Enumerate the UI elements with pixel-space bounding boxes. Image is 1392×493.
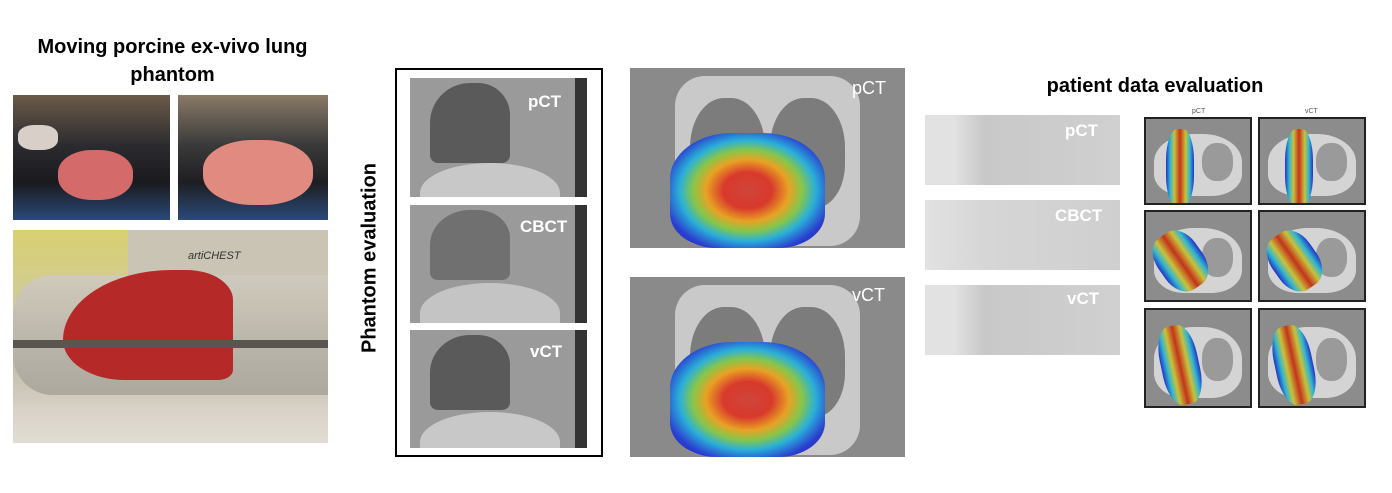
label-pct: pCT xyxy=(528,92,562,111)
label-dose-pct: pCT xyxy=(852,78,887,98)
dose-grid-cell xyxy=(1144,117,1252,205)
grid-header-vct: vCT xyxy=(1305,108,1318,115)
label-patient-pct: pCT xyxy=(1065,121,1099,140)
dose-map-vct: vCT xyxy=(630,277,905,457)
phantom-ct-cbct: CBCT xyxy=(410,205,587,323)
lung-photo-inflated xyxy=(178,95,328,220)
patient-title: patient data evaluation xyxy=(1046,75,1264,97)
phantom-ct-box xyxy=(395,68,603,457)
grid-header-pct: pCT xyxy=(1192,108,1206,115)
phantom-ct-pct: pCT xyxy=(410,78,587,197)
dose-grid-cell xyxy=(1144,308,1252,408)
label-patient-vct: vCT xyxy=(1067,289,1100,308)
patient-ct-vct: vCT xyxy=(925,285,1120,355)
dose-grid-cell xyxy=(1144,210,1252,302)
label-patient-cbct: CBCT xyxy=(1055,206,1103,225)
label-vct: vCT xyxy=(530,342,563,361)
dose-grid-cell xyxy=(1258,210,1366,302)
phantom-evaluation-label: Phantom evaluation xyxy=(358,162,381,354)
patient-ct-pct: pCT xyxy=(925,115,1120,185)
label-cbct: CBCT xyxy=(520,217,568,236)
artichest-phantom-photo: artiCHEST xyxy=(13,230,328,443)
patient-ct-cbct: CBCT xyxy=(925,200,1120,270)
label-dose-vct: vCT xyxy=(852,285,885,305)
dose-grid-cell xyxy=(1258,308,1366,408)
dose-grid-cell xyxy=(1258,117,1366,205)
dose-map-pct: pCT xyxy=(630,68,905,248)
artichest-logo: artiCHEST xyxy=(188,250,241,262)
phantom-ct-vct: vCT xyxy=(410,330,587,448)
phantom-title: Moving porcine ex-vivo lung phantom xyxy=(37,36,308,86)
lung-photo-deflated xyxy=(13,95,170,220)
